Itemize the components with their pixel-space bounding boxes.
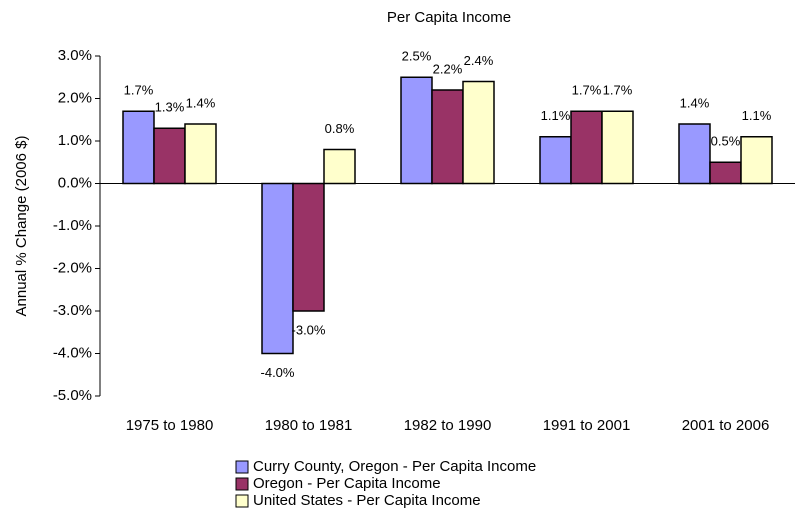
x-tick-label: 1991 to 2001: [543, 417, 631, 434]
data-label: 1.4%: [186, 95, 216, 110]
y-tick-label: 2.0%: [58, 89, 92, 106]
bar: [323, 148, 356, 185]
bar: [153, 127, 186, 185]
bar: [400, 76, 433, 185]
bar: [539, 136, 572, 185]
bar: [261, 182, 294, 355]
legend-swatch: [235, 460, 249, 474]
bar: [431, 89, 464, 185]
data-label: -4.0%: [261, 365, 295, 380]
x-tick-label: 1980 to 1981: [265, 417, 353, 434]
y-tick-label: -5.0%: [53, 387, 92, 404]
bar: [184, 123, 217, 185]
data-label: 2.5%: [402, 49, 432, 64]
y-tick-label: 1.0%: [58, 132, 92, 149]
legend-label: United States - Per Capita Income: [253, 492, 481, 509]
data-label: -3.0%: [292, 322, 326, 337]
data-label: 0.8%: [325, 121, 355, 136]
data-label: 1.3%: [155, 100, 185, 115]
y-axis-title: Annual % Change (2006 $): [13, 136, 30, 317]
legend-label: Curry County, Oregon - Per Capita Income: [253, 458, 536, 475]
data-label: 1.7%: [124, 83, 154, 98]
data-label: 1.1%: [541, 108, 571, 123]
bar: [462, 80, 495, 185]
data-label: 0.5%: [711, 134, 741, 149]
bar: [709, 161, 742, 185]
y-tick-label: -3.0%: [53, 302, 92, 319]
bar: [122, 110, 155, 185]
data-label: 2.4%: [464, 53, 494, 68]
y-tick-label: -2.0%: [53, 259, 92, 276]
data-label: 1.7%: [572, 83, 602, 98]
x-tick-label: 2001 to 2006: [682, 417, 770, 434]
data-label: 2.2%: [433, 61, 463, 76]
bar: [601, 110, 634, 185]
bar: [292, 182, 325, 312]
y-tick-label: -4.0%: [53, 344, 92, 361]
legend-swatch: [235, 494, 249, 508]
legend-label: Oregon - Per Capita Income: [253, 475, 441, 492]
x-tick-label: 1982 to 1990: [404, 417, 492, 434]
bar: [570, 110, 603, 185]
bar: [740, 136, 773, 185]
data-label: 1.4%: [680, 95, 710, 110]
data-label: 1.1%: [742, 108, 772, 123]
chart-title: Per Capita Income: [387, 9, 511, 26]
x-tick-label: 1975 to 1980: [126, 417, 214, 434]
y-tick-label: 0.0%: [58, 174, 92, 191]
legend-swatch: [235, 477, 249, 491]
data-label: 1.7%: [603, 83, 633, 98]
y-tick-label: -1.0%: [53, 217, 92, 234]
y-tick-label: 3.0%: [58, 47, 92, 64]
bar: [678, 123, 711, 185]
